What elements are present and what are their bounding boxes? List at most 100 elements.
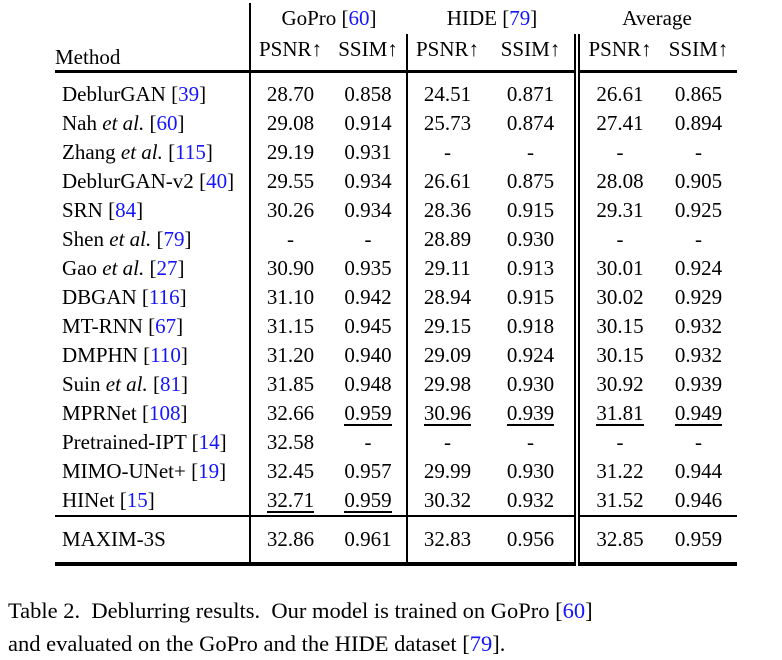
metric-value: -	[695, 140, 702, 164]
metric-value: 0.944	[674, 459, 723, 483]
citation-ref[interactable]: 60	[348, 6, 370, 30]
metric-value: 31.85	[266, 372, 315, 396]
citation-ref[interactable]: 108	[148, 401, 181, 425]
method-name: MAXIM-3S	[55, 515, 251, 566]
metric-value: 0.945	[330, 312, 408, 341]
metric-value: 32.85	[577, 515, 660, 566]
metric-value: -	[695, 227, 702, 251]
citation-ref[interactable]: 115	[175, 140, 206, 164]
citation-ref[interactable]: 60	[156, 111, 178, 135]
metric-value: 32.66	[266, 401, 315, 425]
metric-value: 0.874	[487, 109, 580, 138]
underlined-value: 0.959	[344, 488, 392, 513]
citation-ref[interactable]: 15	[126, 488, 148, 512]
citation-ref[interactable]: 79	[469, 631, 493, 656]
metric-value: 31.22	[596, 459, 644, 483]
metric-value: 32.45	[266, 459, 315, 483]
metric-value: 0.942	[330, 283, 408, 312]
metric-value: 0.934	[330, 196, 408, 225]
underlined-value: 31.81	[596, 401, 644, 426]
metric-value: 0.918	[487, 312, 580, 341]
table-metric-header-row: PSNR↑ SSIM↑ PSNR↑ SSIM↑ PSNR↑ SSIM↑	[55, 34, 737, 73]
metric-value: -	[487, 428, 580, 457]
table-row: DeblurGAN [39] 28.70 0.858 24.51 0.871 26.61 0…	[55, 71, 737, 109]
metric-value: 26.61	[423, 169, 472, 193]
metric-value: -	[695, 430, 702, 454]
metric-value: 0.931	[330, 138, 408, 167]
metric-value: -	[330, 428, 408, 457]
caption-text: ]	[585, 598, 593, 623]
metric-value: 0.915	[487, 283, 580, 312]
metric-value: 0.930	[487, 225, 580, 254]
metric-value: 30.90	[266, 256, 315, 280]
col-group-average: Average	[622, 6, 692, 30]
metric-value: 31.10	[266, 285, 315, 309]
method-name: DeblurGAN-v2 [40]	[55, 167, 251, 196]
citation-ref[interactable]: 39	[178, 82, 200, 106]
citation-ref[interactable]: 79	[163, 227, 185, 251]
etal-label: et al.	[102, 256, 145, 280]
metric-value: 0.930	[487, 457, 580, 486]
underlined-value: 30.96	[423, 401, 472, 426]
method-name: SRN [84]	[55, 196, 251, 225]
metric-value: 29.08	[266, 111, 315, 135]
table-row: Zhang et al. [115] 29.19 0.931 - - - -	[55, 138, 737, 167]
metric-value: 24.51	[423, 82, 472, 106]
citation-ref[interactable]: 110	[150, 343, 181, 367]
caption-text: ].	[492, 631, 506, 656]
metric-value: 29.31	[596, 198, 644, 222]
citation-ref[interactable]: 40	[206, 169, 228, 193]
citation-ref[interactable]: 67	[155, 314, 177, 338]
metric-value: 0.894	[674, 111, 723, 135]
metric-value: -	[444, 140, 451, 164]
citation-ref[interactable]: 14	[198, 430, 220, 454]
metric-value: 0.959	[330, 399, 408, 428]
metric-value: -	[444, 430, 451, 454]
citation-ref[interactable]: 60	[562, 598, 586, 623]
citation-ref[interactable]: 27	[156, 256, 178, 280]
method-name: Nah et al. [60]	[55, 109, 251, 138]
metric-value: 0.961	[330, 515, 408, 566]
metric-value: 30.32	[423, 488, 472, 512]
method-name: MPRNet [108]	[55, 399, 251, 428]
table-body: DeblurGAN [39] 28.70 0.858 24.51 0.871 26.61 0…	[55, 71, 737, 566]
metric-value: 0.875	[487, 167, 580, 196]
table-row: SRN [84] 30.26 0.934 28.36 0.915 29.31 0.925	[55, 196, 737, 225]
method-name: MT-RNN [67]	[55, 312, 251, 341]
method-name: Suin et al. [81]	[55, 370, 251, 399]
metric-value: 0.932	[487, 486, 580, 516]
metric-value: 0.939	[674, 372, 723, 396]
metric-value: 29.15	[423, 314, 472, 338]
metric-value: 29.98	[423, 372, 472, 396]
citation-ref[interactable]: 19	[198, 459, 220, 483]
citation-ref[interactable]: 79	[509, 6, 531, 30]
table-group-header-row: Method GoPro [60] HIDE [79] Average	[55, 3, 737, 73]
metric-value: -	[330, 225, 408, 254]
table-row: Pretrained-IPT [14] 32.58- - - - -	[55, 428, 737, 457]
metric-value: 0.858	[330, 71, 408, 109]
table-row-maxim: MAXIM-3S 32.86 0.961 32.83 0.956 32.85 0.959	[55, 515, 737, 566]
metric-value: 0.959	[330, 486, 408, 516]
metric-value: 30.26	[266, 198, 315, 222]
metric-value: 29.99	[423, 459, 472, 483]
citation-ref[interactable]: 116	[148, 285, 180, 309]
table-row: DMPHN [110] 31.20 0.940 29.09 0.924 30.15 0.93…	[55, 341, 737, 370]
etal-label: et al.	[102, 111, 145, 135]
metric-value: 0.932	[674, 314, 723, 338]
metric-value: -	[616, 430, 624, 454]
metric-value: 30.01	[596, 256, 644, 280]
metric-value: 29.55	[266, 169, 315, 193]
metric-value: 28.89	[423, 227, 472, 251]
table-row: MT-RNN [67] 31.15 0.945 29.15 0.918 30.15 0.93…	[55, 312, 737, 341]
metric-value: 27.41	[596, 111, 644, 135]
table-row: Nah et al. [60] 29.08 0.914 25.73 0.874 27.41…	[55, 109, 737, 138]
caption-text: Table 2. Deblurring results. Our model i…	[8, 598, 563, 623]
metric-value: 0.957	[330, 457, 408, 486]
metric-value: 0.905	[674, 169, 723, 193]
metric-value: 0.914	[330, 109, 408, 138]
method-name: DBGAN [116]	[55, 283, 251, 312]
citation-ref[interactable]: 84	[115, 198, 137, 222]
method-name: Zhang et al. [115]	[55, 138, 251, 167]
citation-ref[interactable]: 81	[160, 372, 182, 396]
